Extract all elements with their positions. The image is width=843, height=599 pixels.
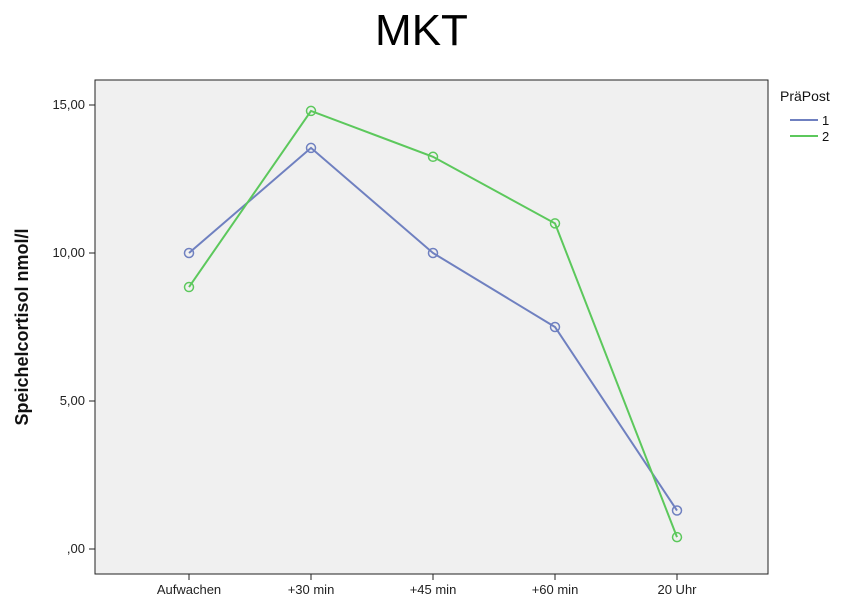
data-point bbox=[305, 105, 317, 117]
data-point bbox=[549, 218, 561, 229]
series-points bbox=[183, 105, 683, 543]
data-point bbox=[427, 247, 439, 259]
y-axis: ,00 5,00 10,00 15,00 bbox=[52, 97, 95, 556]
legend-label: 2 bbox=[822, 129, 829, 144]
y-tick-label: 5,00 bbox=[60, 393, 85, 408]
y-tick-label: ,00 bbox=[67, 541, 85, 556]
y-axis-label: Speichelcortisol nmol/l bbox=[12, 228, 32, 425]
legend-label: 1 bbox=[822, 113, 829, 128]
data-point bbox=[549, 321, 561, 333]
data-point bbox=[671, 531, 683, 543]
x-tick-label: Aufwachen bbox=[157, 582, 221, 597]
data-point bbox=[427, 151, 439, 163]
x-tick-label: 20 Uhr bbox=[657, 582, 697, 597]
legend-title: PräPost bbox=[780, 88, 830, 104]
y-tick-label: 10,00 bbox=[52, 245, 85, 260]
series-line-2 bbox=[188, 109, 678, 538]
x-tick-label: +60 min bbox=[532, 582, 579, 597]
y-tick-label: 15,00 bbox=[52, 97, 85, 112]
series-line-1 bbox=[188, 146, 678, 512]
data-point bbox=[183, 281, 195, 293]
x-tick-label: +30 min bbox=[288, 582, 335, 597]
data-point bbox=[671, 505, 683, 516]
data-point bbox=[183, 247, 195, 259]
chart-title: MKT bbox=[375, 6, 468, 55]
x-axis: Aufwachen +30 min +45 min +60 min 20 Uhr bbox=[157, 574, 697, 597]
data-point bbox=[305, 142, 317, 154]
legend: PräPost 12 bbox=[780, 88, 830, 144]
x-tick-label: +45 min bbox=[410, 582, 457, 597]
plot-area bbox=[94, 79, 769, 575]
series-lines bbox=[188, 109, 678, 538]
